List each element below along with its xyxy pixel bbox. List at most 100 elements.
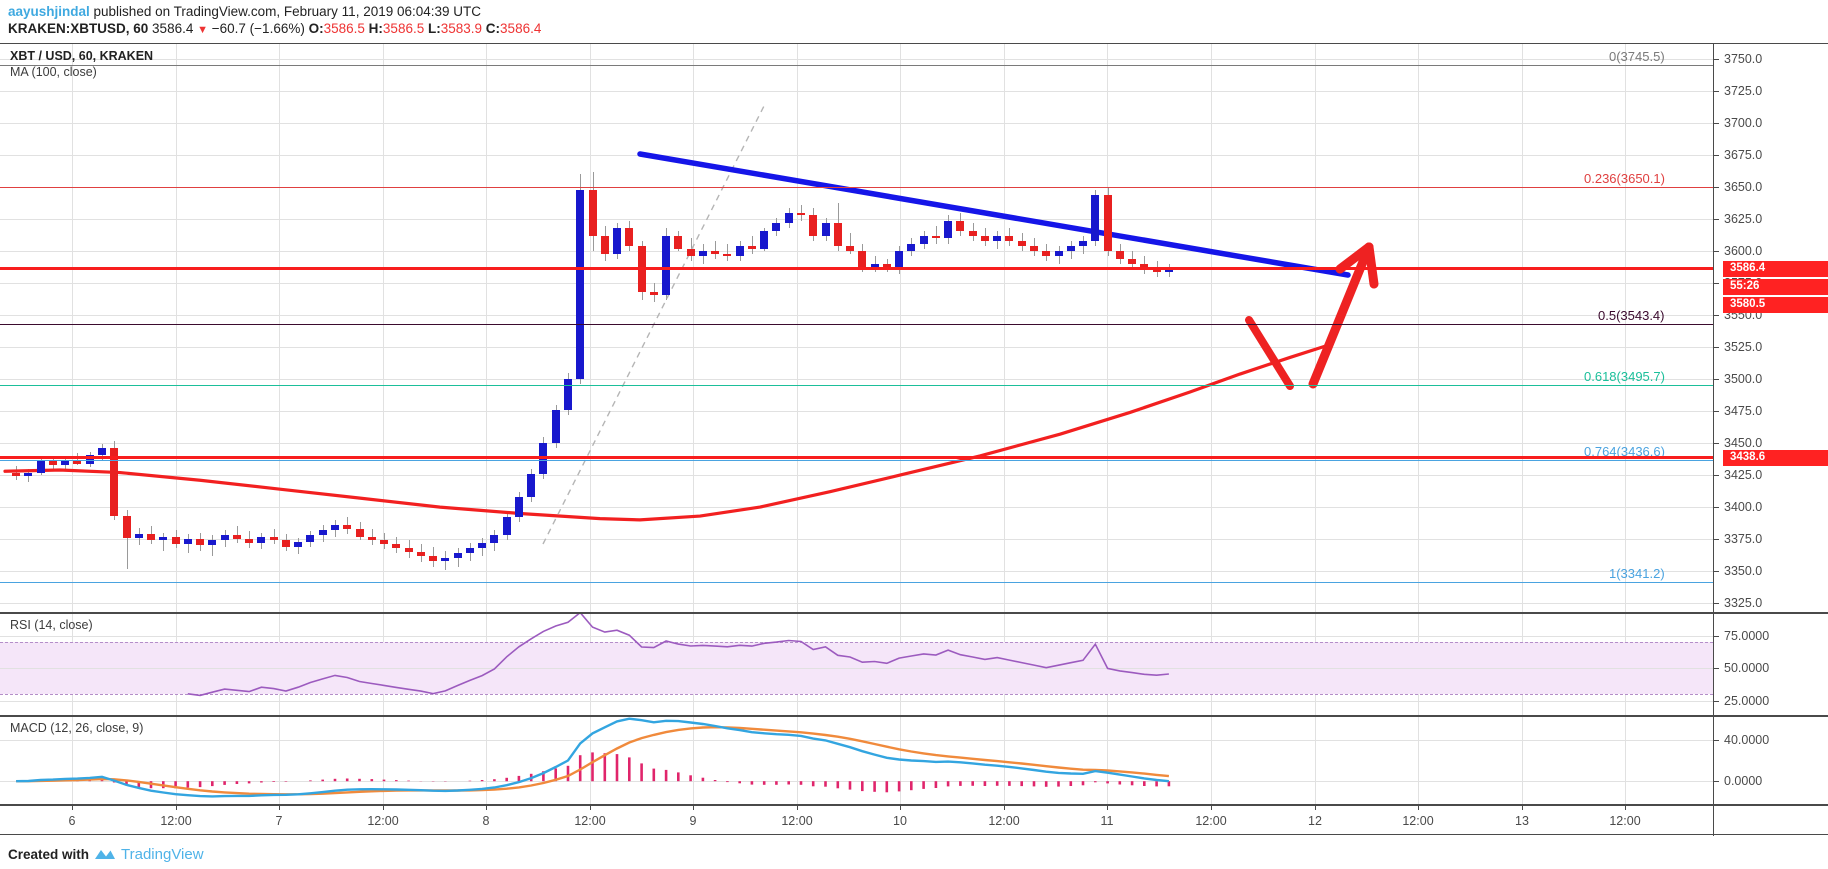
vertical-gridline [797,717,798,804]
macd-panel[interactable]: 40.0000 0.0000 MACD (12, 26, close, 9) [0,716,1828,805]
candle-body [24,472,32,477]
time-axis-label: 13 [1515,814,1529,828]
horizontal-gridline [0,315,1713,317]
support-3438[interactable] [0,456,1713,460]
fib-level-line[interactable] [0,323,1713,325]
close-value: 3586.4 [500,21,542,36]
price-axis[interactable]: 3750.0 3725.0 3700.0 3675.0 3650.0 3625.0 3600… [1713,44,1828,612]
low-value: 3583.9 [440,21,483,36]
rsi-plot-area[interactable] [0,614,1713,715]
macd-axis[interactable]: 40.0000 0.0000 [1713,717,1828,804]
price-axis-label: 3650.0 [1724,180,1763,195]
time-axis-label: 11 [1100,814,1114,828]
candle-body [257,536,265,543]
rsi-panel[interactable]: 75.0000 50.0000 25.0000 RSI (14, close) [0,613,1828,716]
candle-body [699,251,707,257]
candle-body [736,246,744,257]
time-axis[interactable]: 6 12:00 7 12:00 8 12:00 9 12:00 10 12:00 11 12:00 12… [0,805,1828,836]
rsi-gridline [0,700,1713,702]
candle-body [1091,194,1099,241]
rsi-axis[interactable]: 75.0000 50.0000 25.0000 [1713,614,1828,715]
rsi-overbought-line [0,642,1713,644]
price-axis-tick [1714,539,1719,541]
vertical-gridline [900,717,901,804]
vertical-gridline [383,44,384,612]
candle-body [981,235,989,241]
fib-level-line[interactable] [0,460,1713,462]
publish-info: aayushjindal published on TradingView.co… [8,3,481,20]
time-axis-tick [176,806,177,810]
macd-plot-area[interactable] [0,717,1713,804]
price-chart-panel[interactable]: 3750.0 3725.0 3700.0 3675.0 3650.0 3625.0 3600… [0,43,1828,613]
symbol-label[interactable]: KRAKEN:XBTUSD, 60 [8,21,149,36]
rsi-axis-label: 50.0000 [1724,661,1770,676]
price-axis-label: 3475.0 [1724,404,1763,419]
price-axis-tick [1714,379,1719,381]
time-axis-label: 12:00 [1195,814,1227,828]
candle-wick [163,532,164,551]
candle-body [392,544,400,549]
candle-body [674,235,682,249]
candle-wick [127,509,128,569]
horizontal-gridline [0,603,1713,605]
candle-body [956,220,964,231]
fib-level-line[interactable] [0,384,1713,386]
candle-body [932,235,940,239]
time-axis-label: 12:00 [367,814,399,828]
time-axis-label: 12:00 [1402,814,1434,828]
price-axis-tick [1714,571,1719,573]
vertical-gridline [1522,44,1523,612]
vertical-gridline [486,44,487,612]
fib-level-label: 1(3341.2) [1609,566,1665,582]
price-axis-tick [1714,91,1719,93]
candle-body [834,223,842,247]
macd-legend: MACD (12, 26, close, 9) [10,721,144,735]
price-axis-label: 3400.0 [1724,500,1763,515]
candle-body [294,541,302,547]
horizontal-gridline [0,475,1713,477]
candle-body [711,251,719,254]
candle-body [858,251,866,267]
tradingview-brand[interactable]: TradingView [121,846,204,863]
candle-body [368,536,376,541]
fib-level-line[interactable] [0,65,1713,67]
price-axis-tick [1714,475,1719,477]
macd-axis-tick [1714,739,1719,741]
candle-body [123,516,131,538]
fib-level-line[interactable] [0,582,1713,584]
price-plot-area[interactable] [0,44,1713,612]
candle-body [723,253,731,257]
time-axis-label: 8 [482,814,490,828]
rsi-oversold-line [0,694,1713,696]
time-axis-label: 12 [1308,814,1322,828]
candle-body [650,292,658,295]
price-tag-1: 55:26 [1723,279,1828,296]
low-label: L: [427,21,441,36]
price-axis-tick [1714,123,1719,125]
candle-body [1067,246,1075,252]
vertical-gridline [900,44,901,612]
horizontal-gridline [0,123,1713,125]
candle-wick [936,225,937,244]
candle-wick [237,526,238,543]
candle-body [1079,241,1087,247]
resistance-3586[interactable] [0,267,1713,271]
vertical-gridline [383,717,384,804]
price-change: −60.7 (−1.66%) [211,21,305,36]
vertical-gridline [1004,717,1005,804]
candle-body [270,536,278,541]
candle-body [380,540,388,545]
time-axis-label: 10 [893,814,907,828]
fib-level-line[interactable] [0,187,1713,189]
vertical-gridline [279,717,280,804]
horizontal-gridline [0,443,1713,445]
time-axis-tick [1625,806,1626,810]
candle-body [552,409,560,444]
vertical-gridline [279,44,280,612]
vertical-gridline [176,44,177,612]
candle-body [196,539,204,546]
price-down-arrow-icon: ▼ [197,24,208,36]
candle-body [1116,251,1124,259]
candle-body [527,473,535,497]
author-name[interactable]: aayushjindal [8,4,90,19]
